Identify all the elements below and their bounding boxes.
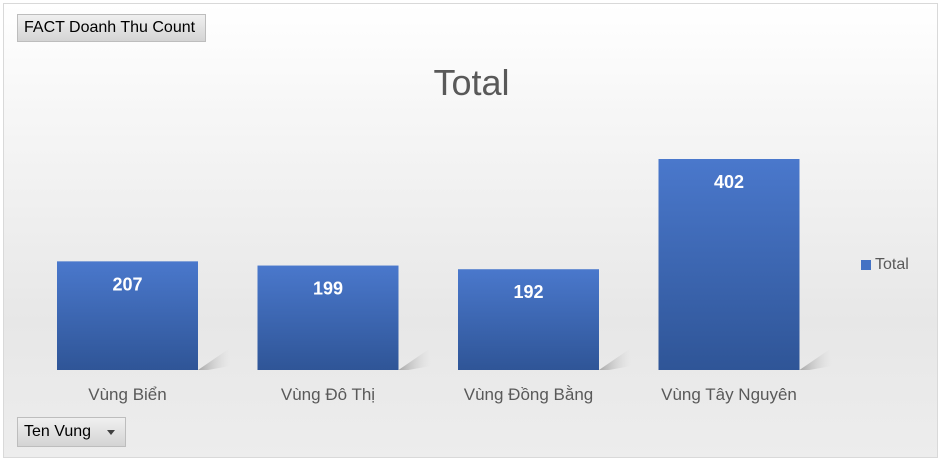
bar-shadow: [799, 348, 832, 370]
data-label: 207: [112, 274, 142, 294]
category-label: Vùng Tây Nguyên: [661, 385, 797, 404]
bar[interactable]: [658, 159, 800, 370]
axis-field-button[interactable]: Ten Vung: [17, 417, 127, 447]
data-label: 192: [513, 282, 543, 302]
axis-field-label: Ten Vung: [24, 423, 92, 440]
bar-shadow: [398, 348, 431, 370]
bar[interactable]: [57, 261, 198, 370]
category-label: Vùng Đồng Bằng: [464, 385, 594, 404]
bar-shadow: [599, 348, 631, 370]
value-field-label: FACT Doanh Thu Count: [24, 19, 196, 36]
category-label: Vùng Biển: [88, 385, 166, 404]
dropdown-arrow-icon: [107, 429, 116, 435]
bar-shadow: [198, 348, 230, 370]
bar[interactable]: [257, 265, 399, 370]
value-field-button[interactable]: FACT Doanh Thu Count: [17, 14, 207, 42]
data-label: 199: [313, 279, 343, 299]
data-label: 402: [714, 172, 744, 192]
chart-title: Total: [433, 62, 510, 103]
bar[interactable]: [458, 269, 599, 370]
legend: Total: [861, 256, 909, 274]
legend-label: Total: [875, 256, 909, 273]
legend-swatch: [861, 260, 871, 270]
category-label: Vùng Đô Thị: [281, 385, 375, 404]
